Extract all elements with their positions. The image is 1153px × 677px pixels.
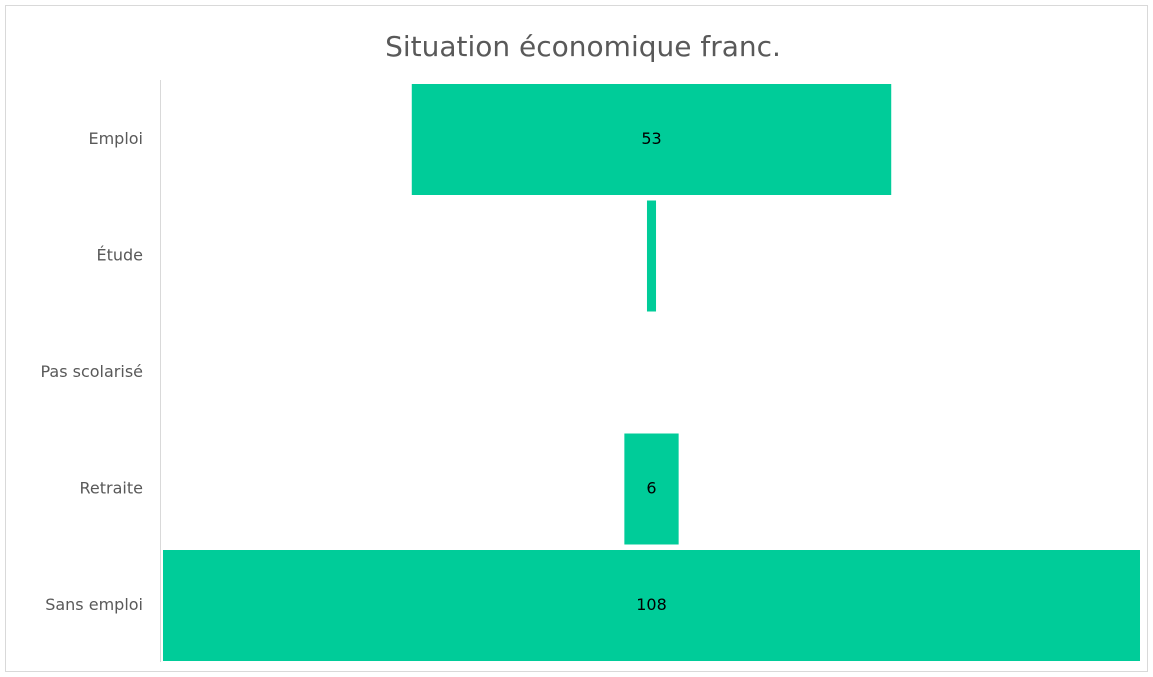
category-label: Emploi	[88, 129, 143, 148]
category-label: Sans emploi	[45, 595, 143, 614]
data-label: 53	[641, 129, 661, 148]
category-label: Pas scolarisé	[40, 362, 143, 381]
funnel-bar	[646, 200, 657, 312]
funnel-bar	[163, 550, 1140, 661]
data-label: 108	[636, 595, 667, 614]
data-label: 6	[646, 479, 656, 498]
funnel-bar	[411, 84, 892, 195]
funnel-bar	[624, 433, 679, 545]
category-label: Retraite	[80, 479, 143, 498]
category-label: Étude	[96, 246, 143, 265]
chart-title: Situation économique franc.	[385, 30, 781, 63]
